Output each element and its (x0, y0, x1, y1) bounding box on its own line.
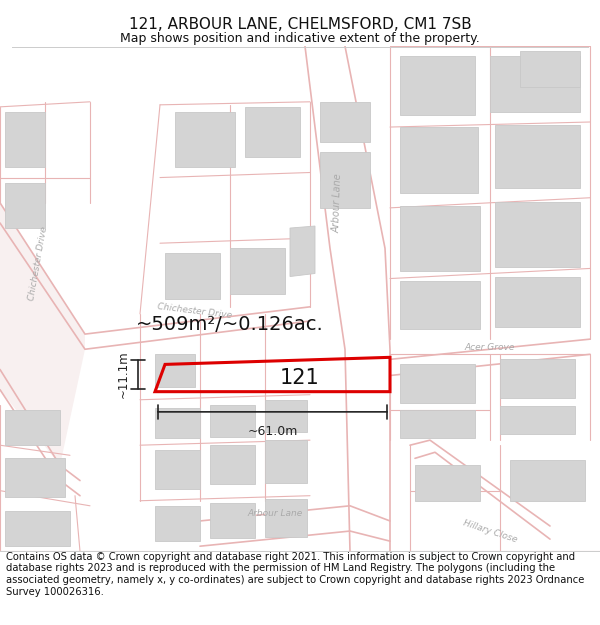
Polygon shape (510, 461, 585, 501)
Text: Acer Grove: Acer Grove (465, 342, 515, 352)
Polygon shape (500, 406, 575, 434)
Polygon shape (400, 127, 478, 192)
Polygon shape (175, 112, 235, 168)
Polygon shape (230, 248, 285, 294)
Polygon shape (520, 51, 580, 87)
Polygon shape (165, 253, 220, 299)
Polygon shape (290, 226, 315, 276)
Polygon shape (155, 450, 200, 489)
Text: 121: 121 (280, 368, 320, 388)
Polygon shape (320, 152, 370, 208)
Polygon shape (5, 112, 45, 168)
Polygon shape (400, 364, 475, 403)
Polygon shape (155, 354, 195, 387)
Polygon shape (265, 440, 307, 483)
Polygon shape (390, 339, 590, 376)
Polygon shape (155, 506, 200, 541)
Text: ~61.0m: ~61.0m (247, 425, 298, 438)
Polygon shape (5, 182, 45, 228)
Text: Map shows position and indicative extent of the property.: Map shows position and indicative extent… (120, 32, 480, 45)
Polygon shape (490, 56, 580, 112)
Text: Hillary Close: Hillary Close (462, 518, 518, 544)
Polygon shape (410, 440, 550, 541)
Polygon shape (0, 202, 85, 466)
Polygon shape (400, 56, 475, 115)
Polygon shape (0, 369, 80, 491)
Polygon shape (210, 503, 255, 538)
Polygon shape (0, 202, 310, 349)
Text: Arbour Lane: Arbour Lane (332, 173, 344, 232)
Text: ~11.1m: ~11.1m (117, 351, 130, 398)
Text: 121, ARBOUR LANE, CHELMSFORD, CM1 7SB: 121, ARBOUR LANE, CHELMSFORD, CM1 7SB (128, 16, 472, 31)
Polygon shape (265, 499, 307, 537)
Polygon shape (200, 506, 390, 546)
Polygon shape (155, 408, 200, 438)
Polygon shape (400, 410, 475, 438)
Polygon shape (400, 206, 480, 271)
Polygon shape (495, 125, 580, 188)
Polygon shape (350, 496, 390, 551)
Polygon shape (305, 46, 390, 551)
Polygon shape (495, 276, 580, 327)
Polygon shape (415, 466, 480, 501)
Polygon shape (5, 511, 70, 546)
Polygon shape (210, 405, 255, 437)
Polygon shape (265, 400, 307, 432)
Polygon shape (320, 102, 370, 142)
Polygon shape (500, 359, 575, 398)
Text: Arbour Lane: Arbour Lane (247, 509, 302, 518)
Text: Chichester Drive: Chichester Drive (27, 226, 49, 301)
Text: Contains OS data © Crown copyright and database right 2021. This information is : Contains OS data © Crown copyright and d… (6, 552, 584, 597)
Polygon shape (400, 281, 480, 329)
Polygon shape (5, 458, 65, 497)
Polygon shape (5, 410, 60, 445)
Polygon shape (245, 107, 300, 158)
Polygon shape (210, 445, 255, 484)
Polygon shape (495, 202, 580, 268)
Text: Chichester Drive: Chichester Drive (157, 302, 233, 320)
Text: ~509m²/~0.126ac.: ~509m²/~0.126ac. (136, 314, 324, 334)
